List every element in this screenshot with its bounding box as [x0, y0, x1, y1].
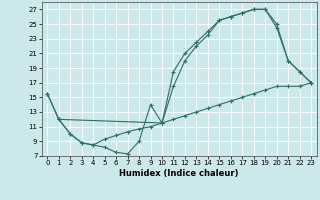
X-axis label: Humidex (Indice chaleur): Humidex (Indice chaleur) — [119, 169, 239, 178]
